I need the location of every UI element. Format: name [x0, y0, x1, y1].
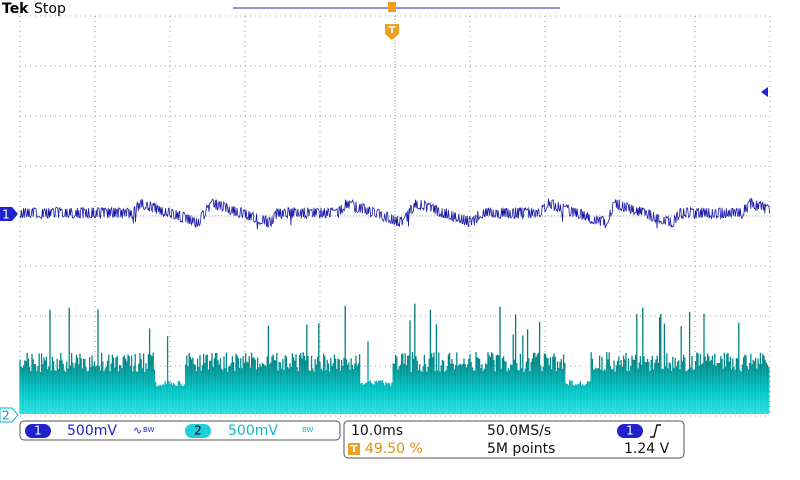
- sample-rate: 50.0MS/s: [487, 423, 551, 439]
- channel-1-coupling: ∿: [133, 424, 142, 437]
- timebase-panel: [343, 420, 685, 459]
- channel-2-badge: [185, 424, 211, 438]
- brand: Tek: [2, 1, 29, 17]
- trigger-icon: [348, 443, 360, 455]
- channel-2-marker-label: 2: [2, 409, 10, 423]
- trigger-position-marker: [385, 24, 399, 40]
- channel-1-marker: [0, 207, 18, 221]
- channel-2-scale: 500mV: [228, 423, 278, 439]
- time-scale: 10.0ms: [351, 423, 403, 439]
- channel-status-panel: [19, 420, 341, 441]
- channel-2-trace: [19, 303, 770, 414]
- acquisition-status: Stop: [34, 1, 66, 17]
- channel-1-trace: [19, 197, 771, 230]
- channel-1-scale: 500mV: [67, 423, 117, 439]
- channel-2-marker: [0, 407, 19, 423]
- trigger-source-badge: [617, 424, 643, 438]
- channel-2-number: 2: [194, 424, 202, 438]
- trigger-level: 1.24 V: [624, 441, 670, 457]
- channel-1-bw: BW: [143, 426, 155, 434]
- record-position: [388, 2, 396, 12]
- channel-1-waveform: [19, 197, 771, 230]
- channel-2-bw: BW: [302, 426, 314, 434]
- trigger-level-marker: [761, 87, 768, 97]
- channel-1-marker-label: 1: [2, 208, 10, 222]
- channel-1-badge: [25, 424, 51, 438]
- channel-1-number: 1: [34, 424, 42, 438]
- record-length: 5M points: [487, 441, 555, 457]
- trigger-position: 49.50 %: [365, 441, 423, 457]
- trigger-slope: [650, 424, 661, 438]
- trigger-icon-label: T: [351, 444, 358, 455]
- trigger-source: 1: [626, 424, 634, 438]
- trigger-marker-label: T: [389, 25, 396, 36]
